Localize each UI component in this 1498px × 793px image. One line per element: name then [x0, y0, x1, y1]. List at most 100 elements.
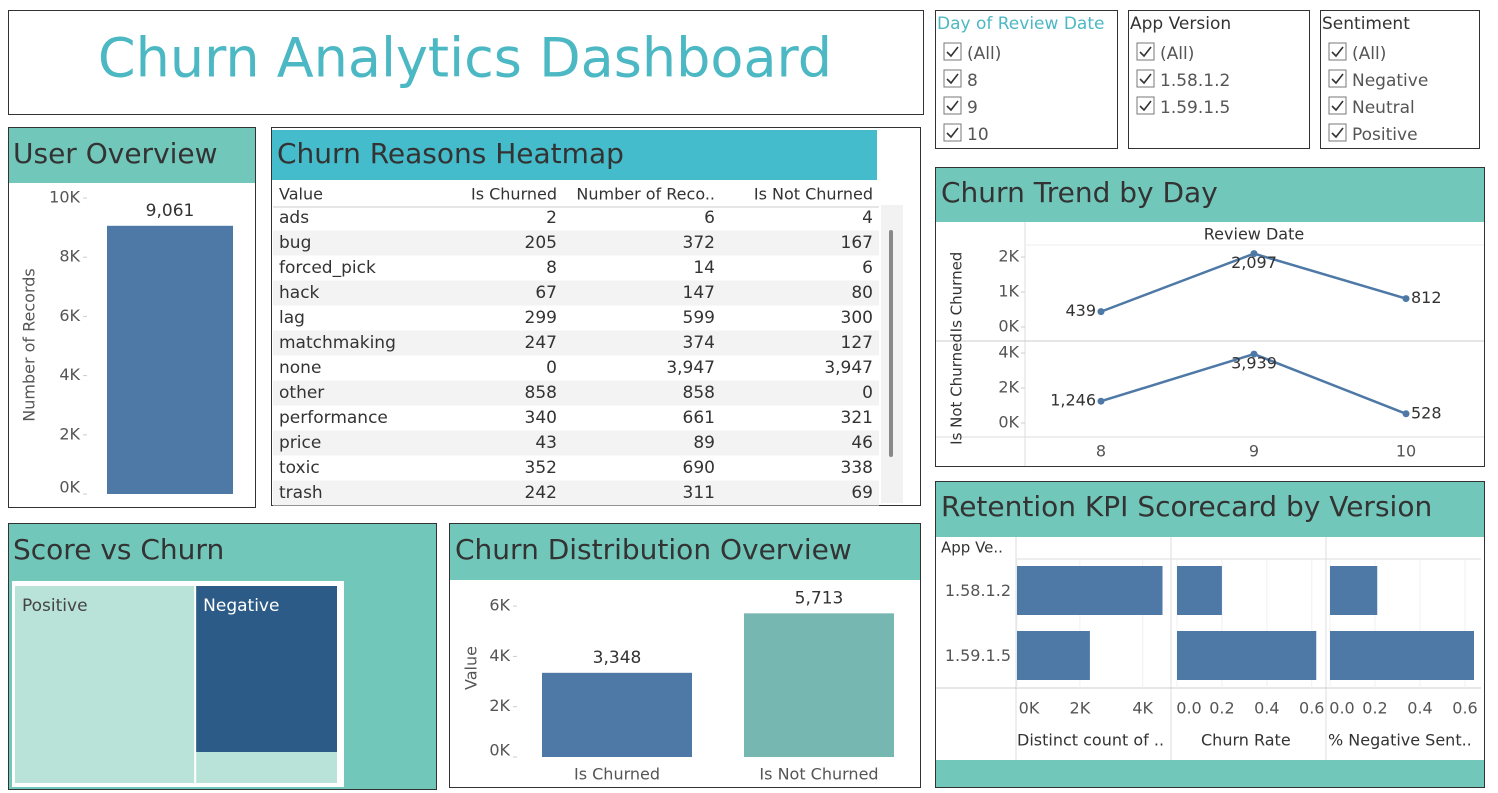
cell: 374 — [683, 333, 715, 353]
row-shade — [273, 230, 879, 256]
checkbox[interactable] — [1328, 42, 1347, 61]
x-tick-label: 0.6 — [1299, 699, 1324, 718]
treemap-cell — [196, 752, 337, 783]
series-label: Is Not Churned — [948, 333, 966, 445]
cell: 147 — [683, 283, 715, 303]
point — [1250, 350, 1258, 358]
cell: 46 — [851, 433, 873, 453]
cell: none — [279, 358, 321, 378]
x-tick-label: 0.6 — [1452, 699, 1477, 718]
x-tick-label: 8 — [1096, 442, 1106, 461]
filter-option[interactable]: 9 — [967, 98, 978, 118]
check-mark — [946, 100, 959, 112]
point — [1097, 308, 1105, 316]
check-mark — [1139, 46, 1152, 58]
check-mark — [1331, 46, 1344, 58]
filter-option[interactable]: Positive — [1352, 125, 1418, 145]
y-tick-label: 0K — [489, 741, 510, 760]
filter-option[interactable]: (All) — [967, 44, 1001, 64]
cell: 3,947 — [824, 358, 873, 378]
cell: 599 — [683, 308, 715, 328]
filter-option[interactable]: 8 — [967, 71, 978, 91]
x-tick-label: 0.0 — [1176, 699, 1201, 718]
bar — [1330, 566, 1378, 615]
x-tick-label: 9 — [1249, 442, 1259, 461]
filter-option[interactable]: Neutral — [1352, 98, 1415, 118]
filter-option[interactable]: 1.59.1.5 — [1160, 98, 1230, 118]
row-shade — [273, 330, 879, 356]
panel-header — [936, 482, 1484, 537]
cell: performance — [279, 408, 388, 428]
y-tick-label: 2K — [998, 378, 1019, 397]
cell: 6 — [862, 258, 873, 278]
y-tick-label: 1.59.1.5 — [945, 646, 1011, 665]
point — [1097, 397, 1105, 405]
filter-option[interactable]: Negative — [1352, 71, 1428, 91]
treemap-cell — [15, 586, 195, 783]
checkbox[interactable] — [1136, 96, 1155, 115]
panel-title: Churn Distribution Overview — [455, 533, 852, 566]
column-header: Number of Reco.. — [576, 185, 715, 204]
filter-option[interactable]: 1.58.1.2 — [1160, 71, 1230, 91]
y-tick-label: 4K — [489, 646, 510, 665]
cell: 167 — [841, 233, 873, 253]
y-tick-label: 0K — [998, 317, 1019, 336]
cell: 247 — [525, 333, 557, 353]
checkbox[interactable] — [943, 96, 962, 115]
bar — [1177, 631, 1317, 680]
cell: 3,947 — [666, 358, 715, 378]
value-label: 439 — [1065, 301, 1096, 320]
checkbox[interactable] — [1328, 123, 1347, 142]
cell: 205 — [525, 233, 557, 253]
x-tick-label: Is Not Churned — [759, 765, 878, 784]
checkbox[interactable] — [943, 69, 962, 88]
x-tick-label: 2K — [1070, 699, 1091, 718]
cell: trash — [279, 483, 323, 503]
y-tick-label: 1K — [998, 282, 1019, 301]
value-label: 3,348 — [593, 648, 642, 668]
x-tick-label: 4K — [1132, 699, 1153, 718]
y-tick-label: 1.58.1.2 — [945, 581, 1011, 600]
bar — [1017, 631, 1090, 680]
cell: bug — [279, 233, 311, 253]
panel-title: User Overview — [13, 137, 218, 170]
panel-header — [936, 168, 1484, 222]
category-label: Positive — [22, 596, 88, 616]
cell: 858 — [683, 383, 715, 403]
filter-option[interactable]: (All) — [1160, 44, 1194, 64]
checkbox[interactable] — [1136, 69, 1155, 88]
series-label: Is Churned — [948, 252, 966, 333]
filter-option[interactable]: 10 — [967, 125, 989, 145]
cell: forced_pick — [279, 258, 376, 278]
cell: 89 — [693, 433, 715, 453]
cell: 311 — [683, 483, 715, 503]
cell: 0 — [546, 358, 557, 378]
filter-title: App Version — [1130, 14, 1231, 34]
point — [1402, 295, 1410, 303]
column-header: App Ve.. — [941, 539, 1003, 557]
checkbox[interactable] — [1136, 42, 1155, 61]
scrollbar-thumb[interactable] — [889, 230, 893, 457]
checkbox[interactable] — [943, 42, 962, 61]
check-mark — [1331, 73, 1344, 85]
filter-title: Sentiment — [1322, 14, 1410, 34]
y-tick-label: 2K — [489, 696, 510, 715]
checkbox[interactable] — [943, 123, 962, 142]
panel-header — [450, 524, 920, 580]
cell: 43 — [535, 433, 557, 453]
bar — [1017, 566, 1163, 615]
cell: 321 — [841, 408, 873, 428]
title-box — [8, 10, 924, 115]
cell: 2 — [546, 208, 557, 228]
check-mark — [946, 46, 959, 58]
checkbox[interactable] — [1328, 69, 1347, 88]
cell: matchmaking — [279, 333, 396, 353]
panel-footer — [936, 760, 1484, 787]
cell: 4 — [862, 208, 873, 228]
y-tick-label: 6K — [59, 306, 80, 325]
axis-title: % Negative Sent.. — [1328, 731, 1472, 750]
dashboard-title: Churn Analytics Dashboard — [98, 27, 832, 90]
filter-option[interactable]: (All) — [1352, 44, 1386, 64]
checkbox[interactable] — [1328, 96, 1347, 115]
